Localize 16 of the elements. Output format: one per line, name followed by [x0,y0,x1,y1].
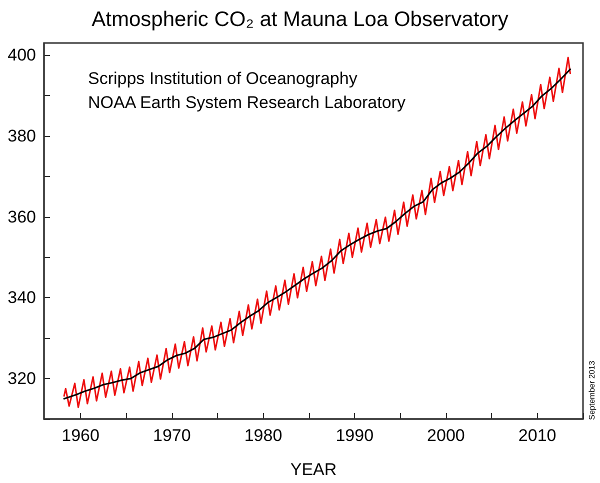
y-tick-label: 400 [8,46,36,65]
annotation: NOAA Earth System Research Laboratory [88,93,406,112]
x-tick-label: 1970 [152,426,191,445]
y-tick-label: 320 [8,369,36,388]
x-tick-label: 2000 [427,426,465,445]
x-tick-label: 1980 [244,426,282,445]
y-tick-label: 340 [8,288,36,308]
x-tick-label: 2010 [518,426,556,445]
x-axis-title: YEAR [290,460,337,479]
y-tick-label: 380 [8,126,36,146]
annotation: Scripps Institution of Oceanography [88,69,358,88]
chart-title: Atmospheric CO₂ at Mauna Loa Observatory [92,8,509,31]
x-tick-label: 1990 [336,426,374,445]
y-tick-label: 360 [8,207,36,226]
x-tick-label: 1960 [62,426,100,445]
text: September 2013 [588,360,596,420]
